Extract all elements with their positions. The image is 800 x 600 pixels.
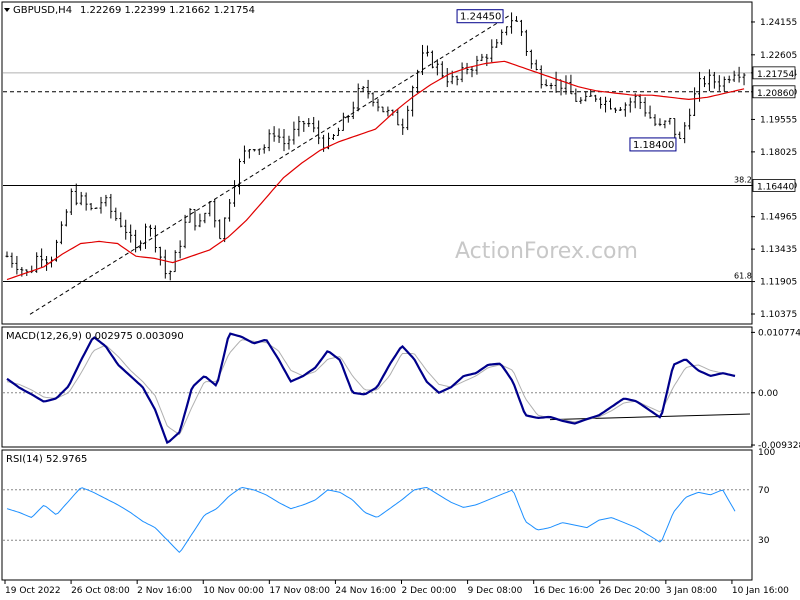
watermark: ActionForex.com: [455, 239, 638, 264]
dropdown-triangle-icon[interactable]: [4, 8, 10, 12]
x-axis-tick-label: 24 Nov 16:00: [335, 586, 396, 596]
price-axis-tick-label: 1.22605: [760, 51, 797, 61]
price-annotation-box: [629, 137, 677, 152]
price-annotation: 1.18400: [633, 140, 674, 151]
price-axis-tick-label: 1.10375: [760, 310, 797, 320]
price-axis-tick-label: 1.11905: [760, 278, 797, 288]
macd-lines: [6, 332, 751, 445]
price-axis-tick-label: 1.24155: [760, 18, 797, 28]
macd-axis-tick-label: 0.00: [758, 389, 778, 399]
x-axis-tick-label: 2 Dec 00:00: [402, 586, 457, 596]
macd-main-line: [6, 332, 736, 445]
x-axis-tick-label: 17 Nov 08:00: [269, 586, 330, 596]
rsi-axis-tick-label: 100: [758, 448, 775, 458]
rsi-axis-tick-label: 70: [758, 486, 770, 496]
ema-line: [6, 60, 745, 281]
rsi-label: RSI(14) 52.9765: [6, 454, 87, 465]
price-candles: [5, 12, 746, 281]
x-axis-tick-label: 3 Jan 08:00: [666, 586, 718, 596]
macd-label: MACD(12,26,9) 0.002975 0.003090: [6, 331, 184, 342]
x-axis-tick-label: 26 Dec 20:00: [600, 586, 661, 596]
price-level-box: [752, 179, 796, 192]
price-level-box: [752, 85, 796, 99]
moving-average-line: [6, 60, 745, 281]
symbol-label: GBPUSD,H4: [13, 5, 72, 16]
x-axis-tick-label: 19 Oct 2022: [5, 586, 61, 596]
macd-axis-tick-label: -0.009328: [758, 441, 800, 451]
price-axis-tick-label: 1.19555: [760, 115, 797, 125]
price-axis-tick-label: 1.18025: [760, 148, 797, 158]
x-axis-tick-label: 16 Dec 16:00: [534, 586, 595, 596]
price-level-label: 1.21754: [757, 70, 794, 80]
rsi-axis-tick-label: 30: [758, 536, 770, 546]
price-annotation: 1.24450: [460, 12, 501, 23]
fib-label: 38.2: [734, 175, 752, 184]
x-axis-tick-label: 10 Nov 00:00: [203, 586, 264, 596]
price-pane-frame: [1, 1, 753, 325]
macd-signal-line: [6, 339, 736, 436]
price-annotation-box: [456, 9, 504, 24]
rsi-pane-frame: [1, 449, 753, 581]
price-level-box: [752, 66, 796, 80]
macd-pane-frame: [1, 326, 753, 448]
price-level-label: 1.16440: [757, 182, 794, 192]
grid-lines: [3, 72, 751, 541]
fib-label: 61.8: [734, 271, 752, 280]
macd-axis-tick-label: 0.010774: [758, 328, 800, 338]
rsi-series-line: [6, 486, 736, 554]
x-axis-tick-label: 10 Jan 16:00: [732, 586, 789, 596]
x-axis-tick-label: 2 Nov 16:00: [137, 586, 192, 596]
rsi-line: [6, 486, 736, 554]
price-axis-tick-label: 1.13435: [760, 245, 797, 255]
x-axis-tick-label: 9 Dec 08:00: [468, 586, 523, 596]
ohlc-label: 1.22269 1.22399 1.21662 1.21754: [80, 5, 255, 16]
x-axis-tick-label: 26 Oct 08:00: [71, 586, 130, 596]
axis-labels: 1.24155 1.22605 1.21754 1.20860 1.19555 1.180…: [4, 9, 800, 596]
price-axis-tick-label: 1.14965: [760, 213, 797, 223]
price-level-label: 1.20860: [757, 89, 794, 99]
dashed-trendline: [29, 15, 510, 315]
macd-trendline: [549, 413, 751, 421]
trendline: [29, 15, 510, 315]
